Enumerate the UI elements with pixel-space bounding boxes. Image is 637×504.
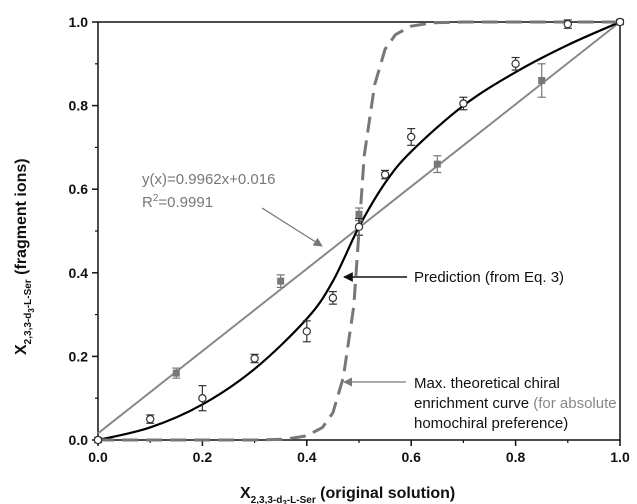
y-tick-label: 0.6	[69, 181, 89, 197]
data-point-square	[355, 210, 363, 218]
data-point-circle	[93, 435, 103, 445]
x-axis-title-sub: 2,3,3-d	[251, 495, 283, 504]
series-dashed-theoretical-line	[98, 20, 620, 442]
y-tick-label: 1.0	[69, 14, 89, 30]
x-tick-label: 1.0	[610, 449, 630, 465]
y-axis-title-sub2: 3	[27, 308, 36, 313]
r-squared-sup: 2	[153, 193, 159, 204]
series-layer	[93, 17, 625, 445]
data-point-circle	[459, 99, 468, 108]
data-point-circle	[145, 414, 155, 424]
y-tick-label: 0.0	[69, 432, 89, 448]
y-tick-label: 0.4	[69, 265, 89, 281]
y-axis-title: X2,3,3-d3-L-Ser (fragment ions)	[13, 158, 36, 355]
y-axis-title-sub3: -L-Ser	[23, 279, 34, 308]
data-point-square	[538, 77, 546, 85]
y-axis-title-rest: (fragment ions)	[13, 158, 30, 279]
data-point-circle	[328, 293, 338, 303]
x-axis-ticks: 0.0 0.2 0.4 0.6 0.8 1.0	[88, 440, 630, 465]
x-axis-title-rest: (original solution)	[316, 485, 456, 502]
x-tick-label: 0.0	[88, 449, 108, 465]
data-point-circle	[250, 354, 259, 363]
x-axis-title-sub2: 3	[282, 499, 287, 504]
x-tick-label: 0.2	[193, 449, 213, 465]
data-point-circle	[511, 59, 520, 69]
max-enrichment-label-line1: Max. theoretical chiral	[414, 375, 560, 392]
data-point-square	[172, 369, 180, 377]
data-point-circle	[615, 17, 625, 27]
data-point-circle	[563, 19, 573, 29]
data-point-circle	[198, 394, 207, 403]
y-tick-label: 0.8	[69, 98, 89, 114]
r-squared-label: R2=0.9991	[142, 193, 213, 211]
y-axis-title-main: X	[13, 344, 30, 355]
x-axis-title-sub3: -L-Ser	[287, 495, 316, 504]
prediction-label: Prediction (from Eq. 3)	[414, 269, 564, 286]
r-squared-prefix: R	[142, 194, 153, 211]
fit-arrow	[261, 207, 323, 247]
x-tick-label: 0.4	[297, 449, 317, 465]
x-axis-title-main: X	[240, 485, 251, 502]
max-enrichment-label-line3: homochiral preference)	[414, 415, 568, 432]
y-axis-title-sub: 2,3,3-d	[23, 313, 34, 345]
max-enrichment-line2-b: (for absolute	[533, 395, 616, 412]
r-squared-value: =0.9991	[158, 194, 213, 211]
data-point-square	[277, 277, 285, 285]
x-axis-title: X2,3,3-d3-L-Ser (original solution)	[240, 485, 455, 504]
y-axis-ticks: 0.0 0.2 0.4 0.6 0.8 1.0	[69, 14, 98, 448]
data-point-circle	[380, 170, 390, 179]
data-point-circle	[407, 132, 416, 142]
x-tick-label: 0.6	[401, 449, 421, 465]
data-point-circle	[354, 222, 364, 232]
max-enrichment-label-line2: enrichment curve (for absolute	[414, 395, 617, 412]
max-enrichment-line2-a: enrichment curve	[414, 395, 533, 412]
y-tick-label: 0.2	[69, 348, 89, 364]
fit-equation-label: y(x)=0.9962x+0.016	[142, 171, 275, 188]
data-point-square	[433, 160, 441, 168]
x-tick-label: 0.8	[506, 449, 526, 465]
data-point-circle	[302, 327, 311, 336]
